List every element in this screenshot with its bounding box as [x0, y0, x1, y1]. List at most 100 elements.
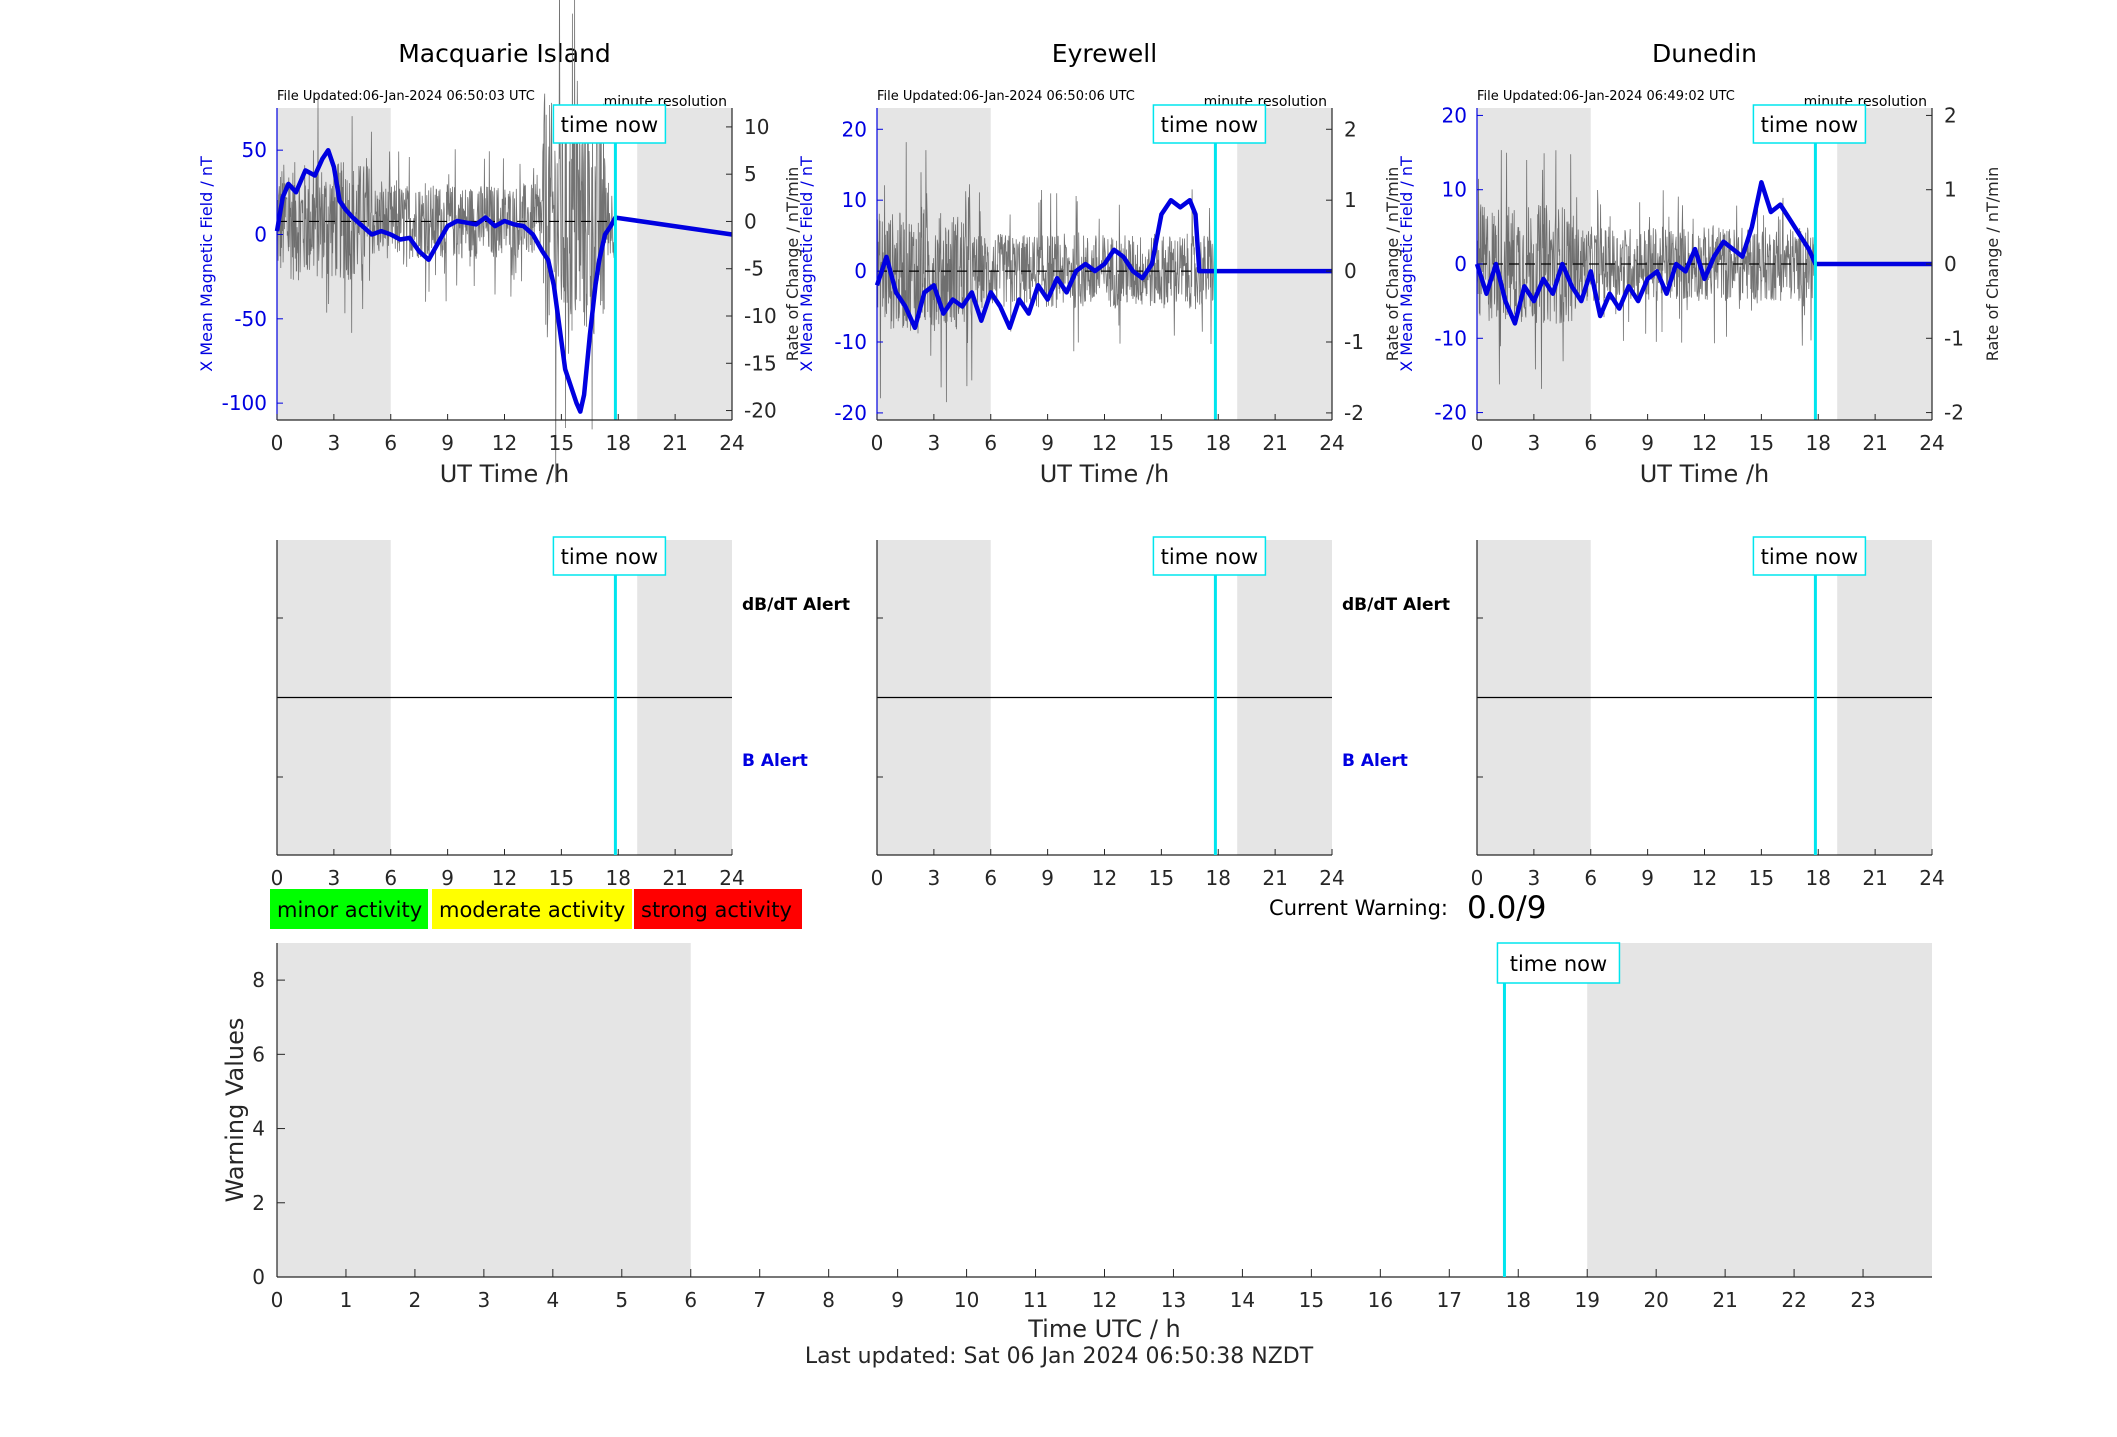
y-tick-label: 10 [842, 188, 867, 212]
night-shade [277, 943, 691, 1277]
time-now-label: time now [1761, 113, 1858, 137]
x-tick-label: 12 [492, 866, 517, 890]
x-axis-label: UT Time /h [1640, 460, 1770, 488]
x-tick-label: 18 [606, 431, 631, 455]
time-now-label: time now [1161, 113, 1258, 137]
x-tick-label: 21 [1712, 1288, 1737, 1312]
x-tick-label: 3 [478, 1288, 491, 1312]
current-warning-value: 0.0/9 [1467, 890, 1546, 926]
file-updated-label: File Updated:06-Jan-2024 06:50:03 UTC [277, 89, 535, 104]
y-tick-label: 20 [1442, 103, 1467, 127]
y2-tick-label: -2 [1344, 401, 1364, 425]
x-tick-label: 11 [1023, 1288, 1048, 1312]
x-tick-label: 6 [384, 866, 397, 890]
y-tick-label: 4 [252, 1117, 265, 1141]
x-tick-label: 2 [409, 1288, 422, 1312]
y2-axis-label: Rate of Change / nT/min [1983, 167, 2002, 362]
x-tick-label: 0 [271, 1288, 284, 1312]
legend-swatch [432, 889, 632, 929]
x-tick-label: 24 [1319, 866, 1344, 890]
dbdt-alert-label: dB/dT Alert [742, 595, 850, 615]
night-shade [277, 108, 391, 420]
y2-tick-label: 2 [1944, 103, 1957, 127]
x-tick-label: 9 [441, 431, 454, 455]
y-tick-label: -100 [222, 391, 267, 415]
y-tick-label: 10 [1442, 178, 1467, 202]
y-axis-label: Warning Values [221, 1018, 249, 1203]
alert-panel-0: time now 0 3 6 9 12 15 18 21 24 dB/dT Alert B Alert [271, 536, 850, 890]
x-axis-label: UT Time /h [440, 460, 570, 488]
station-title: Dunedin [1652, 39, 1757, 68]
y-tick-label: 20 [842, 117, 867, 141]
y2-tick-label: -5 [744, 257, 764, 281]
y2-tick-label: 0 [744, 209, 757, 233]
magnetometer-panels: Macquarie Island File Updated:06-Jan-2024… [197, 0, 2002, 488]
x-tick-label: 21 [662, 431, 687, 455]
x-tick-label: 18 [1806, 866, 1831, 890]
x-tick-label: 21 [1262, 431, 1287, 455]
x-tick-label: 13 [1161, 1288, 1186, 1312]
file-updated-label: File Updated:06-Jan-2024 06:49:02 UTC [1477, 89, 1735, 104]
x-tick-label: 14 [1230, 1288, 1255, 1312]
x-tick-label: 9 [891, 1288, 904, 1312]
night-shade [1237, 108, 1332, 420]
x-tick-label: 12 [492, 431, 517, 455]
x-tick-label: 24 [719, 431, 744, 455]
x-tick-label: 15 [549, 431, 574, 455]
field-line [874, 197, 1332, 331]
y2-axis-label: Rate of Change / nT/min [783, 167, 802, 362]
b-alert-label: B Alert [1342, 751, 1408, 771]
x-tick-label: 23 [1850, 1288, 1875, 1312]
station-title: Macquarie Island [398, 39, 611, 68]
x-tick-label: 18 [606, 866, 631, 890]
time-now-label: time now [1161, 545, 1258, 569]
x-tick-label: 9 [1641, 866, 1654, 890]
x-axis-label: Time UTC / h [1027, 1315, 1181, 1343]
x-tick-label: 24 [1919, 866, 1944, 890]
field-line [1474, 180, 1932, 326]
x-tick-label: 6 [684, 1288, 697, 1312]
file-updated-label: File Updated:06-Jan-2024 06:50:06 UTC [877, 89, 1135, 104]
time-now-box [1496, 942, 1621, 984]
y2-axis-label: Rate of Change / nT/min [1383, 167, 1402, 362]
x-tick-label: 6 [984, 866, 997, 890]
y2-tick-label: -2 [1944, 401, 1964, 425]
x-tick-label: 20 [1643, 1288, 1668, 1312]
x-tick-label: 3 [328, 866, 341, 890]
time-now-box [552, 536, 667, 576]
y-tick-label: -50 [234, 307, 267, 331]
night-shade [637, 108, 732, 420]
x-tick-label: 9 [1641, 431, 1654, 455]
y-tick-label: -20 [1434, 401, 1467, 425]
time-now-label: time now [1761, 545, 1858, 569]
x-tick-label: 22 [1781, 1288, 1806, 1312]
station-panel-1: Eyrewell File Updated:06-Jan-2024 06:50:0… [797, 39, 1402, 488]
y-tick-label: 6 [252, 1042, 265, 1066]
night-shade [1587, 943, 1932, 1277]
x-tick-label: 3 [328, 431, 341, 455]
time-now-box [1152, 536, 1267, 576]
x-tick-label: 18 [1806, 431, 1831, 455]
legend-label: minor activity [277, 898, 422, 922]
y-tick-label: -20 [834, 401, 867, 425]
x-tick-label: 3 [928, 866, 941, 890]
x-tick-label: 9 [1041, 431, 1054, 455]
x-tick-label: 7 [753, 1288, 766, 1312]
legend-swatch [634, 889, 802, 929]
rate-of-change-trace [276, 0, 616, 483]
x-tick-label: 24 [1319, 431, 1344, 455]
dbdt-alert-label: dB/dT Alert [1342, 595, 1450, 615]
time-now-label: time now [561, 113, 658, 137]
x-tick-label: 9 [441, 866, 454, 890]
alert-panel-2: time now 0 3 6 9 12 15 18 21 24 [1471, 536, 1945, 890]
y2-tick-label: 1 [1344, 188, 1357, 212]
x-tick-label: 12 [1692, 866, 1717, 890]
time-now-box [1752, 536, 1867, 576]
station-panel-2: Dunedin File Updated:06-Jan-2024 06:49:02… [1397, 39, 2002, 488]
x-tick-label: 9 [1041, 866, 1054, 890]
rate-of-change-trace [1476, 150, 1816, 389]
x-tick-label: 6 [984, 431, 997, 455]
legend-swatch [270, 889, 428, 929]
